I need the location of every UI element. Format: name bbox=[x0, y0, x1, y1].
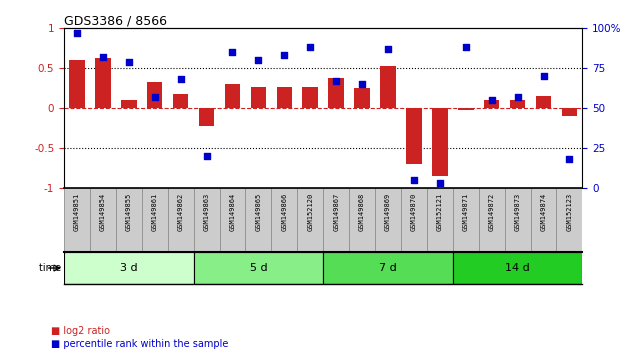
Bar bbox=[95, 58, 111, 108]
Text: GSM149867: GSM149867 bbox=[333, 193, 339, 232]
Text: GSM152120: GSM152120 bbox=[307, 193, 313, 232]
Text: ■ percentile rank within the sample: ■ percentile rank within the sample bbox=[51, 339, 228, 349]
Bar bbox=[298, 188, 323, 252]
Text: time: time bbox=[39, 263, 64, 273]
Bar bbox=[328, 78, 344, 108]
Bar bbox=[90, 188, 116, 252]
Bar bbox=[121, 100, 136, 108]
Text: GDS3386 / 8566: GDS3386 / 8566 bbox=[64, 14, 167, 27]
Text: 3 d: 3 d bbox=[120, 263, 138, 273]
Text: GSM149870: GSM149870 bbox=[411, 193, 417, 232]
Point bbox=[124, 59, 134, 65]
Point bbox=[435, 181, 445, 186]
Point bbox=[461, 45, 471, 50]
Point bbox=[202, 153, 212, 159]
Bar bbox=[194, 252, 323, 284]
Bar bbox=[147, 82, 163, 108]
Bar bbox=[194, 188, 220, 252]
Bar bbox=[303, 87, 318, 108]
Bar bbox=[142, 188, 168, 252]
Point bbox=[383, 46, 393, 52]
Text: GSM149869: GSM149869 bbox=[385, 193, 391, 232]
Bar bbox=[432, 108, 447, 176]
Text: GSM149873: GSM149873 bbox=[515, 193, 520, 232]
Bar bbox=[69, 60, 84, 108]
Text: GSM149864: GSM149864 bbox=[230, 193, 236, 232]
Bar bbox=[323, 252, 453, 284]
Bar bbox=[479, 188, 505, 252]
Text: GSM149874: GSM149874 bbox=[541, 193, 547, 232]
Text: GSM149866: GSM149866 bbox=[282, 193, 287, 232]
Point bbox=[227, 50, 237, 55]
Bar bbox=[458, 108, 474, 110]
Point bbox=[538, 73, 548, 79]
Text: GSM149851: GSM149851 bbox=[74, 193, 80, 232]
Point bbox=[98, 54, 108, 60]
Point bbox=[357, 81, 367, 87]
Point bbox=[150, 94, 160, 100]
Bar bbox=[375, 188, 401, 252]
Point bbox=[513, 94, 523, 100]
Bar bbox=[406, 108, 422, 164]
Text: GSM149865: GSM149865 bbox=[255, 193, 261, 232]
Bar bbox=[251, 87, 266, 108]
Text: GSM149872: GSM149872 bbox=[489, 193, 495, 232]
Bar bbox=[199, 108, 214, 126]
Bar bbox=[276, 87, 292, 108]
Point bbox=[564, 156, 575, 162]
Bar bbox=[380, 66, 396, 108]
Bar bbox=[355, 88, 370, 108]
Bar bbox=[562, 108, 577, 116]
Bar bbox=[453, 252, 582, 284]
Text: GSM149855: GSM149855 bbox=[126, 193, 132, 232]
Text: 7 d: 7 d bbox=[379, 263, 397, 273]
Bar bbox=[536, 96, 551, 108]
Text: GSM149861: GSM149861 bbox=[152, 193, 157, 232]
Bar bbox=[484, 100, 499, 108]
Point bbox=[253, 57, 264, 63]
Text: GSM152123: GSM152123 bbox=[566, 193, 572, 232]
Text: GSM149863: GSM149863 bbox=[204, 193, 209, 232]
Point bbox=[175, 76, 186, 82]
Point bbox=[72, 30, 82, 36]
Text: GSM149854: GSM149854 bbox=[100, 193, 106, 232]
Bar bbox=[225, 84, 240, 108]
Bar bbox=[116, 188, 142, 252]
Bar bbox=[323, 188, 349, 252]
Point bbox=[409, 177, 419, 183]
Bar bbox=[246, 188, 271, 252]
Text: 5 d: 5 d bbox=[250, 263, 268, 273]
Bar bbox=[504, 188, 531, 252]
Bar bbox=[401, 188, 427, 252]
Point bbox=[331, 78, 341, 84]
Bar bbox=[557, 188, 582, 252]
Text: GSM149868: GSM149868 bbox=[359, 193, 365, 232]
Bar bbox=[427, 188, 453, 252]
Text: 14 d: 14 d bbox=[505, 263, 530, 273]
Bar bbox=[271, 188, 298, 252]
Bar bbox=[173, 94, 188, 108]
Point bbox=[305, 45, 316, 50]
Text: GSM152121: GSM152121 bbox=[437, 193, 443, 232]
Bar bbox=[453, 188, 479, 252]
Bar bbox=[64, 188, 90, 252]
Bar bbox=[349, 188, 375, 252]
Text: GSM149862: GSM149862 bbox=[178, 193, 184, 232]
Bar bbox=[64, 252, 194, 284]
Point bbox=[279, 53, 289, 58]
Bar bbox=[531, 188, 557, 252]
Point bbox=[486, 97, 497, 103]
Bar bbox=[220, 188, 246, 252]
Bar bbox=[510, 100, 525, 108]
Text: GSM149871: GSM149871 bbox=[463, 193, 468, 232]
Text: ■ log2 ratio: ■ log2 ratio bbox=[51, 326, 110, 336]
Bar bbox=[168, 188, 194, 252]
